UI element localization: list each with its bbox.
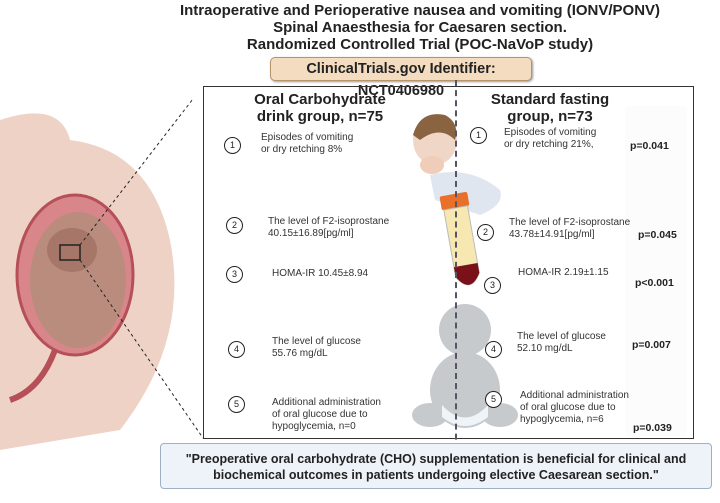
p-value: p=0.039 [633, 422, 672, 434]
left-outcome-text: The level of glucose 55.76 mg/dL [272, 336, 361, 359]
trial-identifier: ClinicalTrials.gov Identifier: NCT040698… [270, 57, 532, 99]
outcome-number: 5 [485, 391, 502, 408]
left-group-heading: Oral Carbohydrate drink group, n=75 [230, 91, 410, 125]
outcome-number: 2 [477, 224, 494, 241]
outcome-number: 4 [485, 341, 502, 358]
heading-line: Standard fasting [490, 91, 610, 108]
conclusion-line: "Preoperative oral carbohydrate (CHO) su… [185, 452, 687, 466]
heading-line: group, n=73 [507, 108, 593, 125]
outcome-number: 3 [226, 266, 243, 283]
right-outcome-text: HOMA-IR 2.19±1.15 [518, 267, 609, 278]
p-value: p<0.001 [635, 277, 674, 289]
conclusion-line: biochemical outcomes in patients undergo… [213, 468, 659, 482]
center-illustrations [412, 114, 518, 428]
p-value-column [625, 106, 687, 436]
left-outcome-text: Additional administration of oral glucose… [272, 397, 381, 432]
heading-line: drink group, n=75 [256, 108, 384, 125]
p-value: p=0.041 [630, 140, 669, 152]
right-outcome-text: The level of F2-isoprostane 43.78±14.91[p… [509, 217, 631, 240]
right-outcome-text: Episodes of vomiting or dry retching 21%, [504, 127, 597, 150]
outcome-number: 1 [470, 127, 487, 144]
conclusion-box: "Preoperative oral carbohydrate (CHO) su… [160, 443, 712, 489]
outcome-number: 5 [228, 396, 245, 413]
left-outcome-text: Episodes of vomiting or dry retching 8% [261, 132, 354, 155]
outcome-number: 2 [226, 217, 243, 234]
outcome-number: 1 [224, 137, 241, 154]
outcome-number: 4 [228, 341, 245, 358]
right-outcome-text: Additional administration of oral glucose… [520, 390, 629, 425]
outcome-number: 3 [484, 277, 501, 294]
p-value: p=0.007 [632, 339, 671, 351]
group-divider [455, 80, 457, 470]
heading-line: Oral Carbohydrate [254, 91, 386, 108]
title-line: Spinal Anaesthesia for Caesaren section. [273, 19, 567, 36]
blood-sample-tube-icon [439, 192, 480, 286]
pregnant-uterus-illustration [0, 100, 204, 450]
right-group-heading: Standard fasting group, n=73 [475, 91, 625, 125]
p-value: p=0.045 [638, 229, 677, 241]
title-line: Randomized Controlled Trial (POC-NaVoP s… [246, 36, 594, 53]
title-line: Intraoperative and Perioperative nausea … [179, 2, 661, 19]
title: Intraoperative and Perioperative nausea … [0, 2, 720, 53]
right-outcome-text: The level of glucose 52.10 mg/dL [517, 331, 606, 354]
baby-icon [412, 304, 518, 428]
left-outcome-text: The level of F2-isoprostane 40.15±16.89[p… [268, 216, 390, 239]
left-outcome-text: HOMA-IR 10.45±8.94 [272, 268, 369, 279]
comparison-box [203, 86, 694, 439]
